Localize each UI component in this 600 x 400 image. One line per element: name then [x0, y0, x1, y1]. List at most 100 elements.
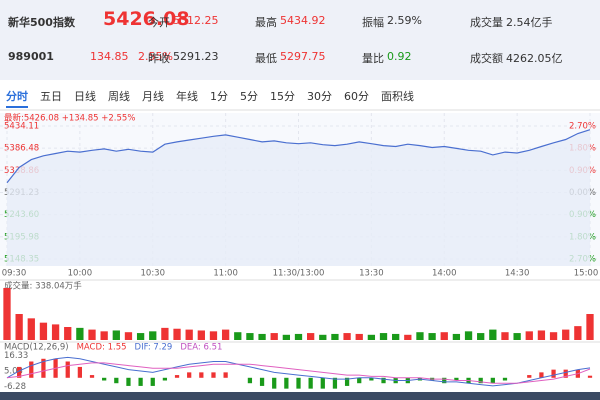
tab[interactable]: 分时	[6, 84, 28, 108]
volume-bar	[452, 333, 461, 340]
macd-label: DEA: 6.51	[180, 343, 222, 353]
volume-bar	[27, 318, 35, 340]
x-tick-label: 14:00	[432, 269, 457, 279]
volume-bar	[149, 331, 157, 340]
macd-bar	[89, 375, 95, 378]
volume-bar	[501, 332, 509, 340]
y-tick-label: -6.28	[4, 382, 26, 392]
macd-bar	[357, 377, 362, 384]
macd-bar	[369, 377, 374, 381]
volume-bar	[513, 333, 521, 340]
field-value: 5312.25	[173, 14, 219, 27]
volume-bar	[537, 330, 546, 340]
macd-bar	[65, 361, 70, 378]
volume-bar	[294, 333, 303, 340]
volume-bar	[197, 330, 205, 340]
volume-bar	[282, 334, 290, 340]
field-value: 0.92	[387, 50, 412, 63]
macd-bar	[490, 377, 495, 384]
field-value: 5434.92	[280, 14, 326, 27]
volume-bar	[319, 334, 327, 340]
tab[interactable]: 日线	[74, 90, 96, 103]
macd-bar	[320, 377, 325, 389]
macd-label: MACD(12,26,9)	[4, 343, 69, 353]
volume-bar	[136, 333, 145, 340]
x-tick-label: 14:30	[505, 269, 530, 279]
macd-bar	[381, 377, 386, 384]
macd-bar	[223, 372, 228, 378]
field-label: 最低	[255, 52, 277, 65]
field-label: 最高	[255, 16, 277, 29]
field-label: 今开	[148, 16, 170, 29]
y-tick-label: 16.33	[4, 351, 28, 361]
volume-bar	[549, 332, 558, 340]
field-label: 量比	[362, 52, 384, 65]
volume-bar	[88, 329, 96, 340]
volume-bar	[428, 333, 436, 340]
macd-bar	[527, 375, 532, 378]
field-label: 成交量	[470, 16, 503, 29]
tab[interactable]: 五日	[40, 90, 62, 103]
field-value: 5291.23	[173, 50, 219, 63]
macd-bar	[29, 361, 34, 378]
tab-bar: 分时 五日 日线 周线 月线 年线 1分 5分 15分 30分 60分 面积线	[0, 84, 600, 108]
macd-bar	[272, 377, 277, 389]
tab[interactable]: 15分	[270, 90, 295, 103]
tab[interactable]: 1分	[210, 90, 228, 103]
y-tick-label: 5.03	[4, 366, 23, 376]
y-tick-label: 5434.11	[4, 122, 39, 132]
volume-bar	[161, 327, 169, 340]
macd-bar	[138, 377, 143, 386]
tab[interactable]: 周线	[108, 90, 130, 103]
tab[interactable]: 年线	[176, 90, 198, 103]
macd-bar	[174, 375, 180, 378]
macd-bar	[587, 375, 593, 378]
x-tick-label: 11:00	[213, 269, 238, 279]
volume-bar	[64, 327, 72, 340]
volume-bar	[3, 288, 11, 340]
macd-bar	[563, 369, 568, 378]
change-pct: 2.55%	[138, 50, 173, 63]
index-name: 新华500指数	[8, 16, 75, 29]
change: 134.85	[90, 50, 129, 63]
y-tick-label: 5386.48	[4, 144, 39, 154]
tab[interactable]: 面积线	[381, 90, 414, 103]
legend-text: 最新:5426.08 +134.85 +2.55%	[4, 113, 135, 124]
volume-bar	[112, 330, 120, 340]
macd-line	[6, 362, 591, 384]
volume-bar	[221, 329, 230, 340]
tab[interactable]: 60分	[344, 90, 369, 103]
x-tick-label: 10:00	[68, 269, 93, 279]
volume-bar	[586, 314, 594, 340]
macd-bar	[308, 377, 313, 389]
macd-bar	[442, 377, 447, 384]
tab[interactable]: 5分	[240, 90, 258, 103]
x-tick-label: 09:30	[2, 269, 27, 279]
macd-bar	[478, 377, 483, 384]
volume-bar	[51, 324, 60, 340]
price: 5426.08	[103, 8, 190, 30]
volume-bar	[392, 333, 400, 340]
macd-label: MACD: 1.55	[77, 343, 127, 353]
volume-bar	[124, 332, 133, 340]
volume-bar	[100, 331, 108, 340]
tab[interactable]: 月线	[142, 90, 164, 103]
x-tick-label: 10:30	[141, 269, 166, 279]
volume-bar	[185, 329, 193, 340]
tab[interactable]: 30分	[307, 90, 332, 103]
macd-bar	[199, 372, 204, 378]
macd-bar	[114, 377, 119, 384]
macd-bar	[77, 366, 83, 378]
volume-bar	[270, 333, 278, 340]
volume-bar	[525, 331, 533, 340]
macd-bar	[162, 377, 168, 381]
volume-bar	[331, 333, 339, 340]
y2-tick-label: 2.70%	[569, 122, 596, 132]
macd-bar	[454, 377, 459, 381]
volume-bar	[173, 328, 181, 340]
macd-bar	[259, 377, 265, 386]
macd-bar	[17, 366, 22, 378]
macd-bar	[150, 377, 155, 386]
volume-bar	[367, 334, 376, 340]
